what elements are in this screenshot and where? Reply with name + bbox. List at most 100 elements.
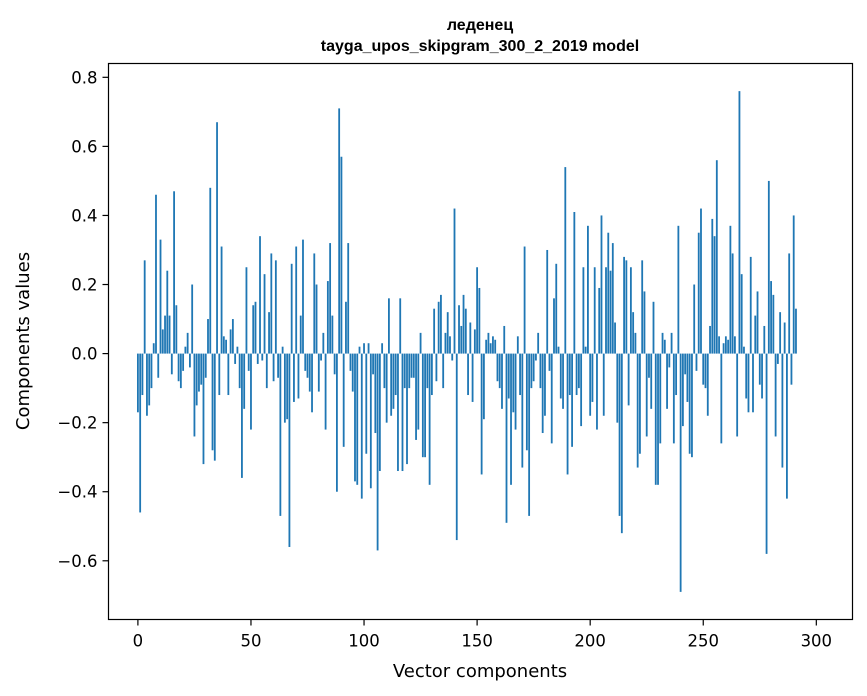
bar-106 — [376, 353, 379, 551]
bar-184 — [553, 298, 555, 354]
bar-69 — [293, 353, 295, 402]
y-tick-label: 0.4 — [71, 206, 97, 225]
bar-148 — [471, 353, 474, 402]
bar-92 — [345, 301, 347, 354]
bar-108 — [381, 343, 384, 354]
bar-74 — [304, 353, 307, 371]
bar-192 — [571, 353, 573, 447]
bar-166 — [512, 353, 515, 413]
bar-22 — [186, 332, 189, 354]
bar-145 — [464, 308, 467, 354]
bar-86 — [331, 315, 334, 354]
bar-220 — [634, 332, 637, 354]
bar-58 — [268, 312, 270, 354]
bar-107 — [378, 353, 381, 472]
bar-165 — [510, 353, 512, 485]
bar-268 — [743, 346, 745, 354]
bar-46 — [241, 353, 243, 478]
bar-78 — [313, 253, 316, 354]
bar-88 — [336, 353, 338, 492]
bar-100 — [363, 343, 365, 354]
bar-135 — [442, 353, 445, 389]
bar-251 — [704, 353, 707, 389]
bar-259 — [722, 343, 725, 354]
x-tick-label: 0 — [133, 632, 144, 651]
bar-198 — [584, 346, 587, 354]
bar-98 — [358, 346, 361, 354]
bar-79 — [315, 284, 318, 354]
bar-2 — [141, 353, 144, 396]
bar-129 — [428, 353, 431, 485]
bar-5 — [148, 353, 151, 406]
bar-175 — [532, 353, 535, 382]
bar-67 — [288, 353, 291, 547]
bar-252 — [706, 353, 709, 416]
bar-126 — [421, 353, 424, 458]
bar-197 — [582, 267, 585, 354]
bar-90 — [340, 156, 343, 354]
bar-239 — [677, 225, 680, 354]
bar-34 — [213, 353, 216, 461]
bar-21 — [184, 346, 187, 354]
bar-0 — [136, 353, 139, 413]
bar-228 — [652, 301, 655, 354]
x-axis-ticks: 0 50 100 150 200 250 300 — [133, 619, 832, 651]
bar-209 — [609, 270, 612, 354]
bar-256 — [715, 160, 718, 354]
bar-112 — [390, 353, 393, 416]
bar-157 — [492, 336, 494, 354]
bar-156 — [489, 343, 492, 354]
bar-31 — [207, 319, 209, 354]
bar-214 — [620, 353, 623, 534]
bar-118 — [403, 353, 406, 389]
y-tick-label: 0.8 — [71, 68, 97, 87]
bar-73 — [302, 239, 304, 354]
bar-89 — [338, 108, 341, 354]
bar-140 — [453, 208, 456, 354]
bar-291 — [795, 308, 797, 354]
bar-144 — [462, 294, 465, 354]
bar-253 — [709, 325, 711, 354]
bar-20 — [182, 353, 185, 371]
bar-159 — [496, 353, 499, 382]
bar-119 — [406, 353, 408, 465]
bar-97 — [356, 353, 359, 485]
bar-147 — [469, 322, 472, 354]
bar-117 — [401, 353, 404, 472]
bar-16 — [173, 191, 175, 354]
bar-71 — [297, 353, 300, 399]
bar-210 — [611, 243, 614, 354]
bar-241 — [681, 353, 684, 427]
bar-30 — [204, 353, 207, 378]
y-tick-label: −0.2 — [57, 414, 97, 433]
bar-273 — [754, 315, 757, 354]
bar-235 — [668, 353, 671, 368]
bar-17 — [175, 305, 178, 354]
bar-19 — [179, 353, 182, 389]
bar-91 — [342, 353, 345, 447]
bar-272 — [752, 353, 754, 413]
bar-162 — [503, 325, 506, 354]
bar-278 — [765, 353, 768, 554]
bar-164 — [507, 353, 510, 399]
bar-137 — [446, 312, 449, 354]
bar-26 — [195, 353, 198, 406]
bar-10 — [159, 239, 162, 354]
bar-47 — [243, 353, 246, 409]
bar-141 — [455, 353, 458, 541]
bar-104 — [372, 353, 374, 375]
bar-215 — [623, 256, 625, 354]
bar-63 — [279, 353, 282, 516]
bar-282 — [774, 353, 777, 437]
bar-150 — [476, 267, 479, 354]
bar-280 — [770, 281, 772, 354]
bar-111 — [388, 298, 390, 354]
bar-205 — [600, 215, 603, 354]
bar-261 — [727, 339, 730, 354]
bar-290 — [792, 215, 795, 354]
bar-105 — [374, 353, 377, 434]
bar-121 — [410, 353, 413, 378]
bar-49 — [247, 353, 250, 371]
